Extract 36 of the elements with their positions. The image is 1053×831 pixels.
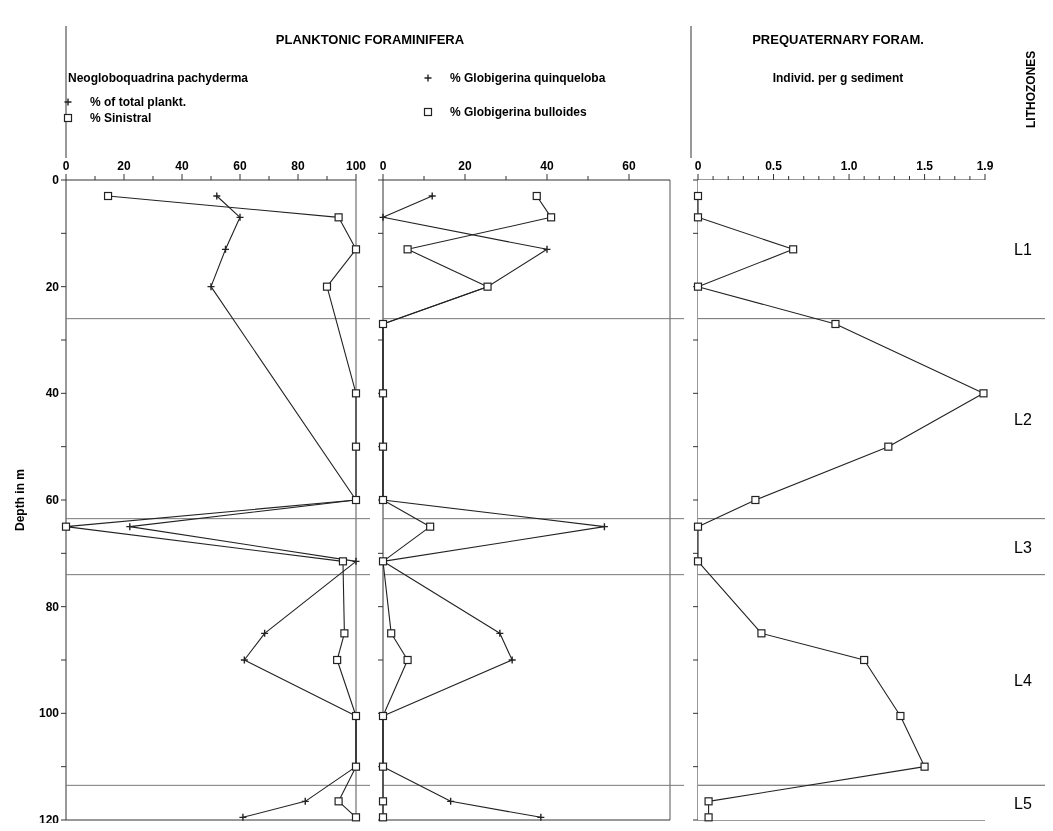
y-tick-label: 100 [38, 706, 60, 721]
x-tick-label: 0 [379, 159, 387, 173]
chart-subtitle: Neogloboquadrina pachyderma [67, 71, 249, 85]
chart-subtitle: Individ. per g sediment [772, 71, 904, 85]
y-tick-label: 60 [45, 493, 60, 507]
x-tick-label: 80 [291, 159, 305, 173]
x-tick-label: 1.0 [840, 159, 858, 173]
x-tick-label: 20 [117, 159, 131, 173]
legend-label: % Globigerina bulloides [450, 105, 588, 119]
band-label: L3 [1014, 538, 1032, 556]
x-tick-label: 20 [458, 159, 472, 173]
legend-label: % Sinistral [90, 111, 152, 125]
x-tick-label: 1.5 [916, 159, 934, 173]
legend-label: % Globigerina quinqueloba [450, 71, 606, 85]
x-tick-label: 40 [540, 159, 554, 173]
band-label: L5 [1014, 794, 1032, 812]
x-tick-label: 0 [62, 159, 70, 173]
chart-title: PLANKTONIC FORAMINIFERA [275, 32, 465, 47]
x-tick-label: 100 [345, 159, 367, 173]
x-tick-label: 1.9 [976, 159, 994, 173]
legend-title: LITHOZONES [1024, 50, 1038, 128]
band-label: L4 [1014, 672, 1032, 689]
x-tick-label: 0 [694, 159, 702, 173]
y-tick-label: 40 [45, 386, 60, 401]
y-tick-label: 20 [45, 279, 60, 294]
x-tick-label: 60 [233, 159, 247, 173]
band-label: L2 [1014, 410, 1032, 428]
y-tick-label: 80 [45, 599, 60, 614]
chart-title: PREQUATERNARY FORAM. [752, 32, 924, 47]
band-label: L1 [1014, 241, 1032, 259]
x-tick-label: 60 [622, 159, 636, 173]
legend-label: % of total plankt. [90, 95, 186, 109]
x-tick-label: 40 [175, 159, 189, 173]
y-axis-title: Depth in m [13, 469, 27, 531]
x-tick-label: 0.5 [765, 159, 783, 173]
y-tick-label: 0 [52, 173, 60, 187]
